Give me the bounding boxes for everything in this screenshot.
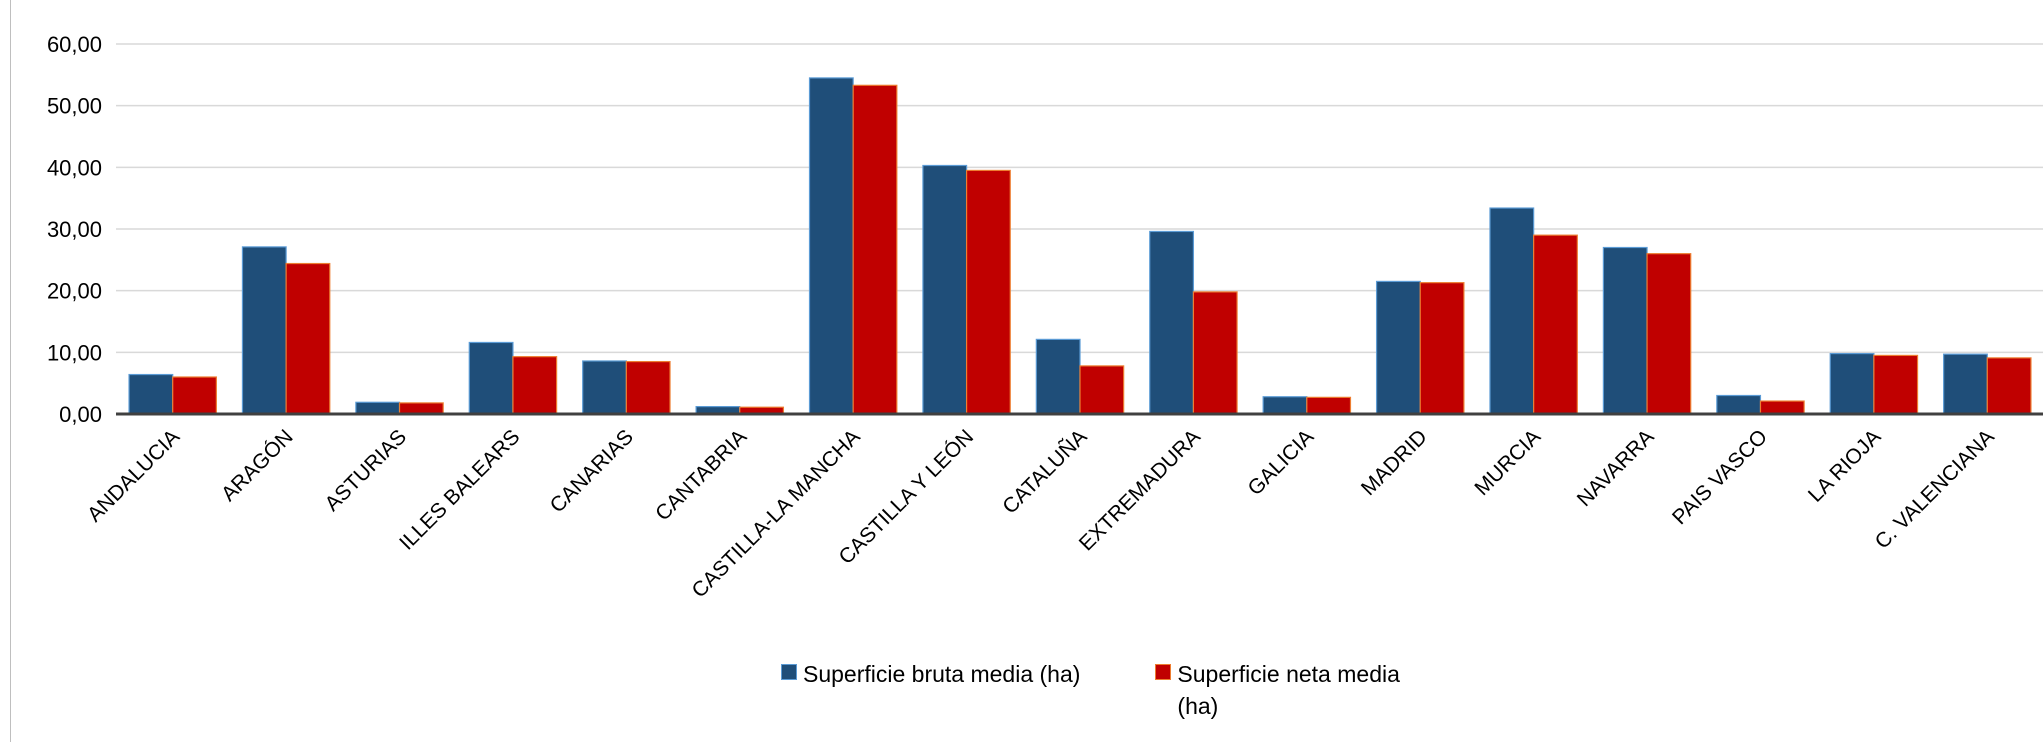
bar-superficie-neta: [1533, 234, 1578, 415]
bar-superficie-neta: [1646, 253, 1692, 415]
bar-superficie-bruta: [1716, 394, 1762, 415]
bar-superficie-neta: [1079, 365, 1125, 415]
x-tick-label: ARAGÓN: [217, 425, 298, 506]
legend-swatch-neta: [1155, 664, 1172, 680]
x-tick-label: NAVARRA: [1573, 425, 1659, 511]
legend-label-neta-line1: Superficie neta media: [1177, 661, 1400, 687]
x-tick-label: PAIS VASCO: [1668, 425, 1772, 529]
y-tick-label: 20,00: [47, 279, 102, 304]
bar-superficie-bruta: [1489, 207, 1535, 415]
y-tick-label: 50,00: [47, 94, 102, 119]
x-tick-label: MURCIA: [1470, 425, 1545, 500]
gridlines: [116, 43, 2043, 354]
legend-label-neta-line2: (ha): [1177, 693, 1219, 719]
y-tick-label: 60,00: [47, 32, 102, 57]
x-tick-label: C. VALENCIANA: [1871, 425, 1999, 553]
legend-label-bruta: Superficie bruta media (ha): [803, 661, 1081, 687]
bar-superficie-neta: [512, 356, 558, 415]
bar-superficie-neta: [172, 376, 217, 415]
y-tick-label: 10,00: [47, 340, 102, 365]
bar-superficie-neta: [1759, 400, 1805, 415]
x-tick-label: GALICIA: [1243, 425, 1318, 500]
x-tick-label: LA RIOJA: [1804, 425, 1885, 506]
x-tick-label: EXTREMADURA: [1075, 425, 1205, 555]
bar-superficie-neta: [1306, 396, 1352, 415]
bar-superficie-bruta: [241, 246, 287, 415]
x-tick-label: ANDALUCIA: [83, 425, 184, 526]
bar-superficie-bruta: [1149, 230, 1195, 415]
y-tick-label: 30,00: [47, 217, 102, 242]
x-tick-label: ILLES BALEARS: [395, 425, 524, 554]
bar-superficie-bruta: [1829, 352, 1875, 415]
bar-superficie-neta: [285, 262, 331, 415]
bar-superficie-bruta: [1602, 246, 1648, 415]
bar-chart: 0,00 10,00 20,00 30,00 40,00 50,00 60,00 ANDAL…: [47, 32, 2043, 603]
bar-superficie-bruta: [1035, 338, 1081, 415]
bar-superficie-neta: [1192, 291, 1238, 415]
bar-superficie-neta: [625, 360, 671, 415]
legend: Superficie bruta media (ha) Superficie n…: [781, 658, 1400, 722]
bar-superficie-neta: [965, 169, 1011, 415]
bar-superficie-bruta: [1375, 280, 1421, 415]
bar-superficie-neta: [398, 402, 444, 415]
bar-superficie-bruta: [128, 373, 174, 415]
y-tick-label: 40,00: [47, 155, 102, 180]
bar-superficie-bruta: [1262, 396, 1308, 415]
legend-item-neta: Superficie neta media (ha): [1155, 658, 1400, 722]
x-tick-label: MADRID: [1357, 425, 1432, 500]
x-tick-label: CANTABRIA: [651, 425, 751, 525]
bars: [128, 77, 2032, 415]
legend-swatch-bruta: [781, 664, 797, 680]
legend-label-neta: Superficie neta media (ha): [1177, 658, 1399, 722]
bar-superficie-neta: [852, 84, 898, 415]
chart-frame: 0,00 10,00 20,00 30,00 40,00 50,00 60,00 ANDAL…: [10, 0, 2043, 742]
bar-superficie-bruta: [355, 401, 401, 415]
y-tick-label: 0,00: [59, 402, 102, 427]
x-tick-label: CATALUÑA: [998, 425, 1092, 519]
bar-superficie-bruta: [808, 77, 854, 415]
bar-superficie-bruta: [1943, 353, 1988, 415]
bar-superficie-neta: [1873, 354, 1919, 415]
y-axis-ticks: 0,00 10,00 20,00 30,00 40,00 50,00 60,00: [47, 32, 102, 427]
x-tick-label: CANARIAS: [546, 425, 638, 517]
bar-superficie-neta: [1419, 282, 1465, 415]
bar-superficie-neta: [1986, 357, 2032, 415]
legend-item-bruta: Superficie bruta media (ha): [781, 658, 1080, 690]
bar-superficie-bruta: [922, 164, 968, 415]
x-tick-label: ASTURIAS: [321, 425, 412, 516]
bar-superficie-bruta: [468, 341, 514, 415]
bar-superficie-bruta: [582, 360, 627, 415]
